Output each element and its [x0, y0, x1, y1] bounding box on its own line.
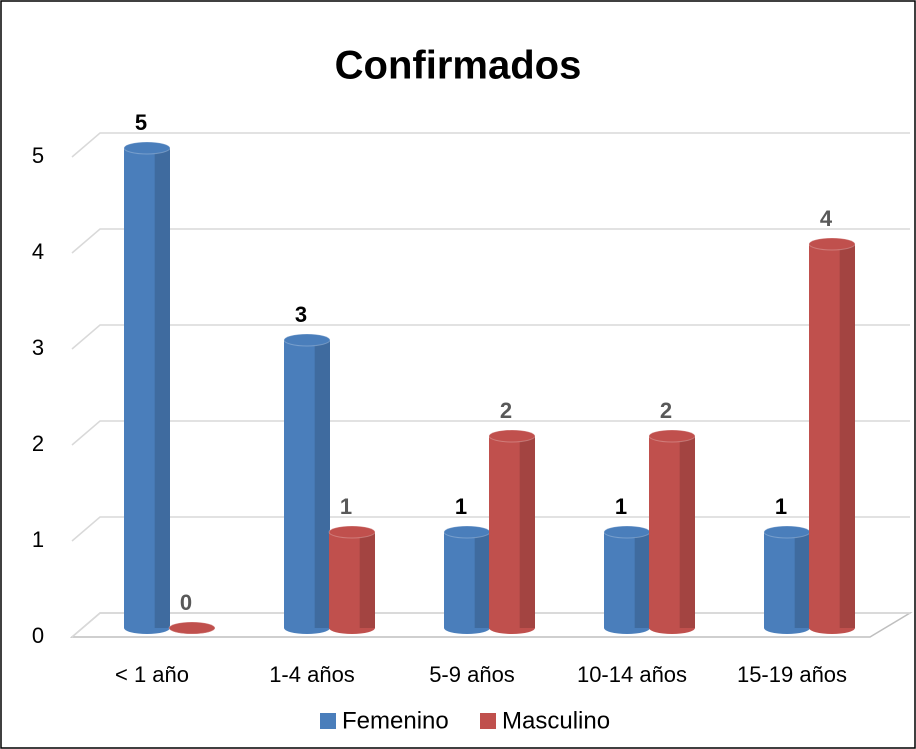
bar [443, 525, 491, 634]
chart-title: Confirmados [335, 44, 582, 88]
grid-line [71, 516, 910, 542]
bar-top [283, 333, 331, 347]
bar [603, 525, 651, 634]
bar-top [808, 237, 856, 251]
bar [808, 237, 856, 634]
bar-body [604, 532, 650, 634]
x-tick-label: 5-9 años [429, 662, 515, 687]
bar-body [444, 532, 490, 634]
bar-body [809, 244, 855, 634]
legend-label: Femenino [342, 707, 449, 734]
bar-shade [634, 532, 650, 628]
bar-shade [679, 436, 695, 628]
bar-shade [154, 148, 170, 628]
bar-body [284, 340, 330, 634]
bar-shade [794, 532, 810, 628]
x-tick-label: 15-19 años [737, 662, 847, 687]
x-tick-label: 10-14 años [577, 662, 687, 687]
y-tick-label: 0 [32, 623, 44, 648]
data-label: 5 [135, 110, 147, 135]
bar-top [168, 621, 216, 635]
y-tick-label: 4 [32, 239, 44, 264]
data-label: 4 [820, 206, 833, 231]
bar-top [648, 429, 696, 443]
bar-shade [314, 340, 330, 628]
bar [648, 429, 696, 634]
bar-top [328, 525, 376, 539]
data-label: 1 [775, 494, 787, 519]
bar [763, 525, 811, 634]
bar-body [649, 436, 695, 634]
data-label: 1 [455, 494, 467, 519]
data-label: 3 [295, 302, 307, 327]
bar-shade [474, 532, 490, 628]
data-label: 2 [500, 398, 512, 423]
grid-line [71, 324, 910, 350]
y-tick-label: 5 [32, 143, 44, 168]
grid-line [71, 420, 910, 446]
bar [328, 525, 376, 634]
legend-swatch [480, 713, 496, 729]
bar [283, 333, 331, 634]
x-tick-label: < 1 año [115, 662, 189, 687]
bar-shade [839, 244, 855, 628]
bar-body [329, 532, 375, 634]
y-tick-label: 1 [32, 527, 44, 552]
data-label: 1 [615, 494, 627, 519]
y-tick-label: 2 [32, 431, 44, 456]
grid-line [71, 228, 910, 254]
bar [123, 141, 171, 634]
bar-body [489, 436, 535, 634]
bar-top [123, 141, 171, 155]
bar-top [488, 429, 536, 443]
bar-top [443, 525, 491, 539]
bar-top [603, 525, 651, 539]
data-label: 0 [180, 590, 192, 615]
legend-swatch [320, 713, 336, 729]
data-label: 2 [660, 398, 672, 423]
bar [488, 429, 536, 634]
data-label: 1 [340, 494, 352, 519]
x-tick-label: 1-4 años [269, 662, 355, 687]
y-tick-label: 3 [32, 335, 44, 360]
bar-body [764, 532, 810, 634]
bar-body [124, 148, 170, 634]
grid-line [71, 132, 910, 158]
bar [168, 621, 216, 635]
bar-shade [359, 532, 375, 628]
bar-shade [519, 436, 535, 628]
bar-top [763, 525, 811, 539]
legend-label: Masculino [502, 707, 610, 734]
